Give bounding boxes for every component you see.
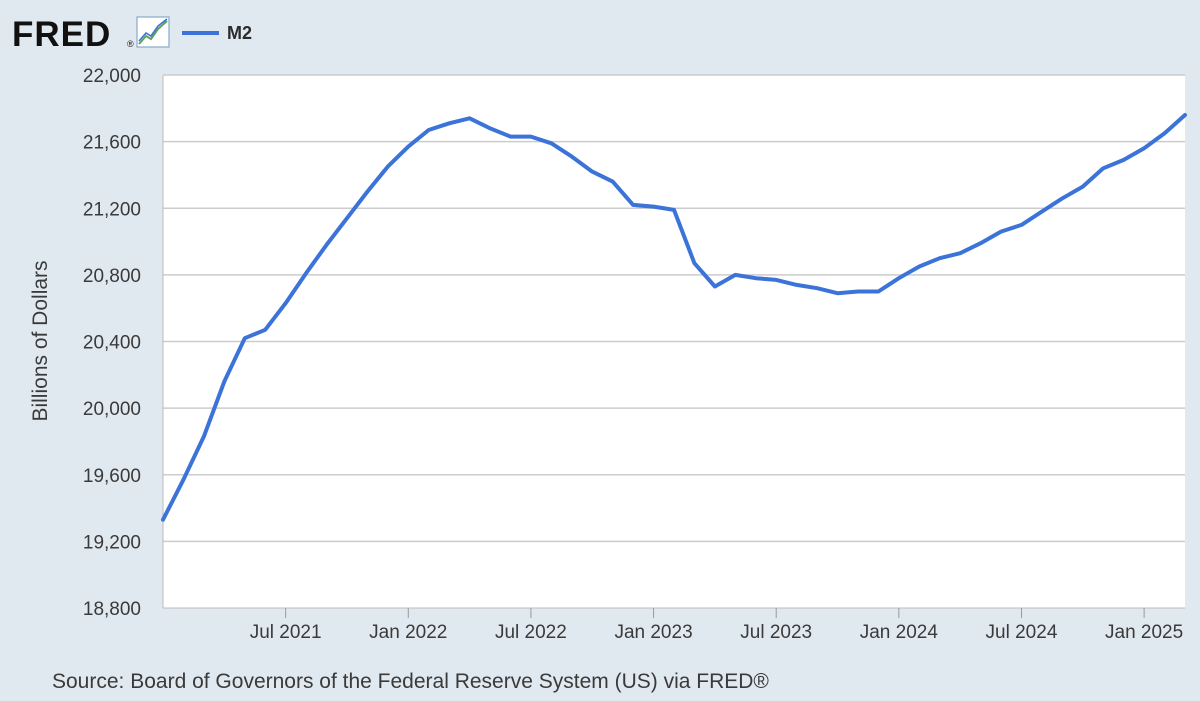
trend-chart-icon [136,16,170,48]
x-tick-label: Jul 2022 [495,622,567,643]
x-tick-label: Jul 2024 [986,622,1058,643]
x-axis-ticks: Jul 2021 Jan 2022 Jul 2022 Jan 2023 Jul 2023… [250,608,1183,643]
series-layer [161,113,1187,522]
y-tick-label: 19,200 [83,532,141,553]
legend: M2 [182,23,252,43]
legend-label-m2: M2 [227,23,252,43]
x-tick-label: Jan 2025 [1105,622,1183,643]
source-note: Source: Board of Governors of the Federa… [52,670,769,693]
y-tick-label: 18,800 [83,599,141,620]
y-tick-label: 21,600 [83,133,141,154]
x-tick-label: Jan 2022 [369,622,447,643]
x-tick-label: Jan 2023 [614,622,692,643]
y-tick-label: 20,800 [83,266,141,287]
registered-mark: ® [127,39,134,49]
x-tick-label: Jul 2023 [740,622,812,643]
fred-logo[interactable]: FRED ® [12,15,170,54]
y-tick-label: 22,000 [83,66,141,87]
fred-logo-text: FRED [12,15,111,54]
y-tick-label: 20,400 [83,333,141,354]
y-tick-label: 21,200 [83,199,141,220]
y-tick-label: 20,000 [83,399,141,420]
series-line-m2 [161,113,1187,522]
y-tick-label: 19,600 [83,466,141,487]
y-axis-title: Billions of Dollars [29,260,52,421]
x-tick-label: Jan 2024 [860,622,939,643]
y-axis-ticks: 18,800 19,200 19,600 20,000 20,400 20,800 21,2… [83,66,141,620]
x-tick-label: Jul 2021 [250,622,322,643]
